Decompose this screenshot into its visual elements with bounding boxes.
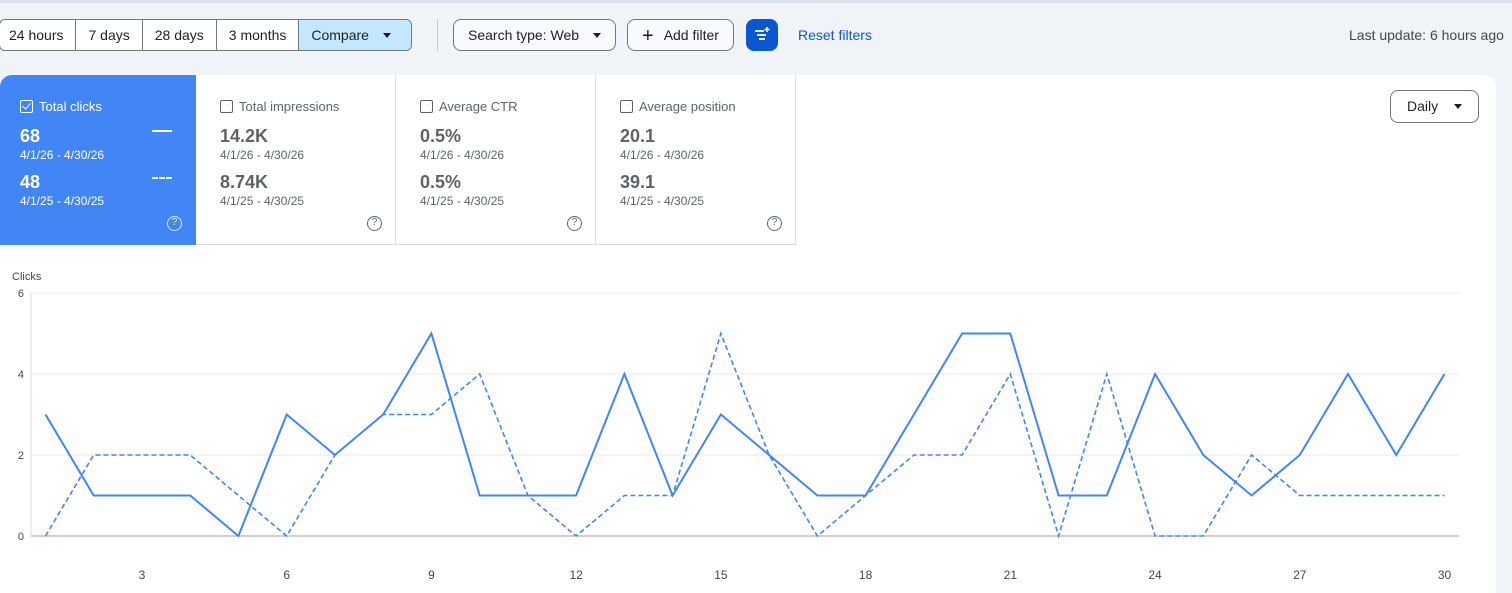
metric-range-current: 4/1/26 - 4/30/26 <box>420 148 505 162</box>
current-period-line <box>44 331 1446 538</box>
y-axis-label: Clicks <box>12 271 42 283</box>
filter-toolbar: 24 hours 7 days 28 days 3 months Compare… <box>0 19 1512 51</box>
range-3-months-button[interactable]: 3 months <box>217 20 300 50</box>
metric-range-current: 4/1/26 - 4/30/26 <box>220 148 305 162</box>
metric-label: Total impressions <box>239 99 340 114</box>
metric-header: Total impressions <box>220 100 339 114</box>
chevron-down-icon <box>1454 103 1463 109</box>
add-filter-label: Add filter <box>663 27 719 43</box>
metric-header: Average position <box>620 100 736 114</box>
date-range-selector: 24 hours 7 days 28 days 3 months Compare <box>0 19 412 51</box>
solid-line-legend-icon <box>152 130 172 132</box>
previous-period-line <box>44 331 1445 539</box>
range-7-days-button[interactable]: 7 days <box>76 20 143 50</box>
metric-range-previous: 4/1/25 - 4/30/25 <box>20 194 105 208</box>
dashed-line-legend-icon <box>152 177 172 179</box>
compare-button[interactable]: Compare <box>299 20 411 50</box>
help-icon[interactable]: ? <box>167 216 182 231</box>
help-icon[interactable]: ? <box>367 216 382 231</box>
granularity-label: Daily <box>1407 98 1439 114</box>
metric-label: Total clicks <box>39 99 102 114</box>
last-update-text: Last update: 6 hours ago <box>1349 27 1504 43</box>
x-tick-label: 27 <box>1293 568 1307 582</box>
x-tick-label: 6 <box>283 568 290 582</box>
y-tick-label: 4 <box>18 369 24 381</box>
metric-value-current: 20.1 <box>620 126 656 146</box>
x-tick-label: 12 <box>569 568 583 582</box>
filter-sliders-icon <box>755 27 770 40</box>
metric-average-position[interactable]: Average position 20.1 4/1/26 - 4/30/26 3… <box>596 75 796 245</box>
metric-total-clicks[interactable]: Total clicks 68 4/1/26 - 4/30/26 48 4/1/… <box>0 75 196 245</box>
x-tick-label: 24 <box>1148 568 1162 582</box>
metric-value-current: 14.2K <box>220 126 269 146</box>
metric-total-impressions[interactable]: Total impressions 14.2K 4/1/26 - 4/30/26… <box>196 75 396 245</box>
toolbar-divider <box>437 19 438 51</box>
checkbox-icon[interactable] <box>420 100 433 113</box>
metric-value-previous: 39.1 <box>620 172 656 192</box>
top-divider <box>0 0 1512 3</box>
help-icon[interactable]: ? <box>767 216 782 231</box>
checkbox-checked-icon[interactable] <box>20 100 33 113</box>
y-tick-label: 2 <box>18 450 24 462</box>
chevron-down-icon <box>593 32 602 38</box>
add-filter-button[interactable]: + Add filter <box>627 19 734 51</box>
metric-range-current: 4/1/26 - 4/30/26 <box>20 148 105 162</box>
metric-range-current: 4/1/26 - 4/30/26 <box>620 148 705 162</box>
metric-range-previous: 4/1/25 - 4/30/25 <box>620 194 705 208</box>
plus-icon: + <box>642 25 654 47</box>
metric-label: Average position <box>639 99 736 114</box>
y-tick-label: 0 <box>18 531 24 543</box>
range-28-days-button[interactable]: 28 days <box>143 20 217 50</box>
help-icon[interactable]: ? <box>567 216 582 231</box>
x-tick-label: 15 <box>714 568 728 582</box>
metric-value-previous: 8.74K <box>220 172 269 192</box>
filter-settings-button[interactable] <box>746 19 778 51</box>
search-type-dropdown[interactable]: Search type: Web <box>453 19 617 51</box>
x-tick-label: 3 <box>139 568 146 582</box>
checkbox-icon[interactable] <box>220 100 233 113</box>
range-24-hours-button[interactable]: 24 hours <box>0 20 77 50</box>
x-tick-label: 18 <box>859 568 873 582</box>
chevron-down-icon <box>382 32 391 38</box>
metric-label: Average CTR <box>439 99 518 114</box>
metric-value-current: 68 <box>20 126 41 146</box>
scrollbar-track[interactable] <box>1496 75 1512 593</box>
checkbox-icon[interactable] <box>620 100 633 113</box>
metric-header: Average CTR <box>420 100 518 114</box>
x-tick-label: 9 <box>428 568 435 582</box>
metric-average-ctr[interactable]: Average CTR 0.5% 4/1/26 - 4/30/26 0.5% 4… <box>396 75 596 245</box>
x-tick-label: 30 <box>1438 568 1452 582</box>
metric-header: Total clicks <box>20 100 102 114</box>
y-tick-label: 6 <box>18 288 24 300</box>
metric-range-previous: 4/1/25 - 4/30/25 <box>220 194 305 208</box>
performance-card: Total clicks 68 4/1/26 - 4/30/26 48 4/1/… <box>0 75 1496 593</box>
granularity-dropdown[interactable]: Daily <box>1390 90 1479 123</box>
metric-value-previous: 0.5% <box>420 172 462 192</box>
reset-filters-link[interactable]: Reset filters <box>798 27 872 43</box>
x-tick-label: 21 <box>1004 568 1018 582</box>
metric-value-previous: 48 <box>20 172 41 192</box>
metric-value-current: 0.5% <box>420 126 462 146</box>
search-type-label: Search type: Web <box>468 27 580 43</box>
metric-range-previous: 4/1/25 - 4/30/25 <box>420 194 505 208</box>
compare-label: Compare <box>311 27 369 43</box>
